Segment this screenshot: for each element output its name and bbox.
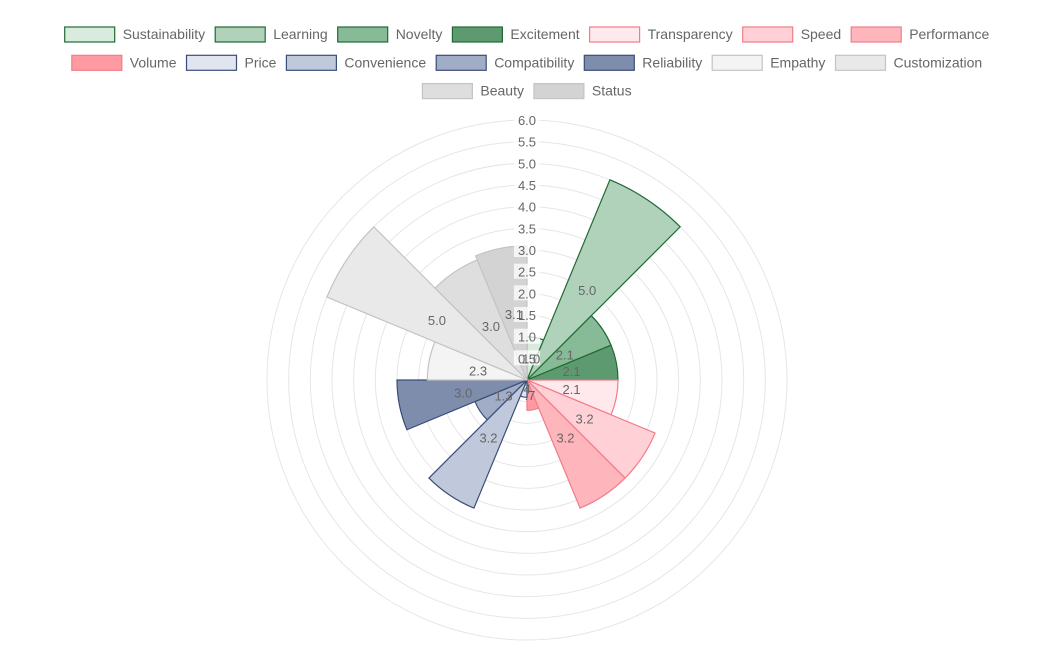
tick-label: 2.5 xyxy=(518,265,536,280)
tick-label: 4.0 xyxy=(518,200,536,215)
tick-label: 2.0 xyxy=(518,286,536,301)
legend-label: Empathy xyxy=(770,54,825,70)
legend-item-convenience[interactable]: Convenience xyxy=(285,54,426,71)
value-label-sustainability: 1.0 xyxy=(522,352,540,367)
legend-label: Excitement xyxy=(510,26,579,42)
value-label-price: .4 xyxy=(520,382,531,397)
value-label-speed: 3.2 xyxy=(576,412,594,427)
tick-label: 1.5 xyxy=(518,308,536,323)
segment-reliability[interactable] xyxy=(396,379,528,431)
value-label-excitement: 2.1 xyxy=(563,364,581,379)
legend-item-price[interactable]: Price xyxy=(185,54,277,71)
value-label-compatibility: 1.3 xyxy=(495,389,513,404)
tick-backdrop xyxy=(513,112,541,127)
tick-backdrop xyxy=(513,285,541,301)
legend-label: Compatibility xyxy=(494,54,574,70)
value-label-learning: 5.0 xyxy=(578,283,596,298)
legend-label: Beauty xyxy=(480,83,524,99)
legend-item-speed[interactable]: Speed xyxy=(742,26,841,43)
legend-swatch xyxy=(185,54,238,71)
legend-item-reliability[interactable]: Reliability xyxy=(583,54,702,71)
tick-backdrop xyxy=(513,350,541,366)
tick-backdrop xyxy=(513,242,541,257)
value-label-performance: 3.2 xyxy=(556,431,574,446)
legend-label: Speed xyxy=(801,26,841,42)
legend-swatch xyxy=(850,26,902,43)
tick-backdrop xyxy=(513,220,541,236)
value-label-beauty: 3.0 xyxy=(482,319,500,334)
legend-swatch xyxy=(214,26,266,43)
legend-item-transparency[interactable]: Transparency xyxy=(588,26,733,43)
segment-convenience[interactable] xyxy=(428,379,528,509)
tick-backdrop xyxy=(513,328,541,344)
legend-item-novelty[interactable]: Novelty xyxy=(337,26,443,43)
value-label-volume: .7 xyxy=(525,388,536,403)
legend-swatch xyxy=(285,54,337,71)
legend-label: Sustainability xyxy=(123,26,206,42)
tick-label: 3.5 xyxy=(518,221,536,236)
value-label-customization: 5.0 xyxy=(428,313,446,328)
legend-item-compatibility[interactable]: Compatibility xyxy=(435,54,574,71)
legend-item-customization[interactable]: Customization xyxy=(834,54,983,71)
legend-item-performance[interactable]: Performance xyxy=(850,26,990,43)
legend-swatch xyxy=(64,26,116,43)
tick-label: 1.0 xyxy=(518,330,536,345)
tick-backdrop xyxy=(513,133,541,149)
legend-label: Price xyxy=(245,54,277,70)
tick-backdrop xyxy=(513,263,541,279)
legend-label: Volume xyxy=(130,54,177,70)
legend-swatch xyxy=(421,82,473,100)
tick-label: 4.5 xyxy=(518,178,536,193)
legend-swatch xyxy=(742,26,794,43)
legend-label: Novelty xyxy=(396,26,443,42)
legend-label: Performance xyxy=(909,26,989,42)
legend-label: Transparency xyxy=(648,26,733,42)
legend-label: Customization xyxy=(894,54,983,70)
segment-learning[interactable] xyxy=(526,179,682,381)
legend-item-volume[interactable]: Volume xyxy=(71,54,177,71)
legend-label: Status xyxy=(592,83,632,99)
tick-label: 5.5 xyxy=(518,135,536,150)
legend-swatch xyxy=(533,82,585,100)
legend-item-beauty[interactable]: Beauty xyxy=(421,82,524,100)
value-label-transparency: 2.1 xyxy=(563,382,581,397)
segment-value-labels: 1.05.02.12.12.13.23.2.7.43.21.33.02.35.0… xyxy=(428,283,596,446)
segment-performance[interactable] xyxy=(526,379,626,509)
legend-label: Convenience xyxy=(344,54,426,70)
tick-label: 6.0 xyxy=(518,113,536,128)
tick-label: 0.5 xyxy=(518,351,536,366)
legend-swatch xyxy=(834,54,887,71)
legend-swatch xyxy=(588,26,641,43)
segment-customization[interactable] xyxy=(326,225,528,381)
tick-backdrop xyxy=(513,198,541,214)
value-label-convenience: 3.2 xyxy=(479,431,497,446)
tick-backdrop xyxy=(513,307,541,322)
value-label-reliability: 3.0 xyxy=(454,386,472,401)
tick-label: 3.0 xyxy=(518,243,536,258)
legend-item-empathy[interactable]: Empathy xyxy=(711,54,825,71)
legend-swatch xyxy=(337,26,389,43)
legend-item-excitement[interactable]: Excitement xyxy=(451,26,580,43)
chart-legend: Sustainability Learning Novelty Excitement T… xyxy=(64,26,990,100)
legend-label: Learning xyxy=(273,26,328,42)
legend-swatch xyxy=(435,54,487,71)
value-label-novelty: 2.1 xyxy=(556,348,574,363)
legend-item-learning[interactable]: Learning xyxy=(214,26,328,43)
segment-volume[interactable] xyxy=(526,379,540,411)
legend-item-status[interactable]: Status xyxy=(533,82,632,100)
legend-swatch xyxy=(451,26,503,43)
value-label-status: 3.1 xyxy=(505,307,523,322)
chart-segments xyxy=(326,179,682,509)
tick-label: 5.0 xyxy=(518,156,536,171)
tick-backdrop xyxy=(513,155,541,171)
legend-label: Reliability xyxy=(642,54,702,70)
legend-item-sustainability[interactable]: Sustainability xyxy=(64,26,206,43)
value-label-empathy: 2.3 xyxy=(469,363,487,378)
tick-backdrop xyxy=(513,177,541,192)
radial-tick-labels: 6.05.55.04.54.03.53.02.52.01.51.00.5 xyxy=(513,112,541,366)
legend-swatch xyxy=(711,54,763,71)
legend-swatch xyxy=(583,54,635,71)
legend-swatch xyxy=(71,54,123,71)
